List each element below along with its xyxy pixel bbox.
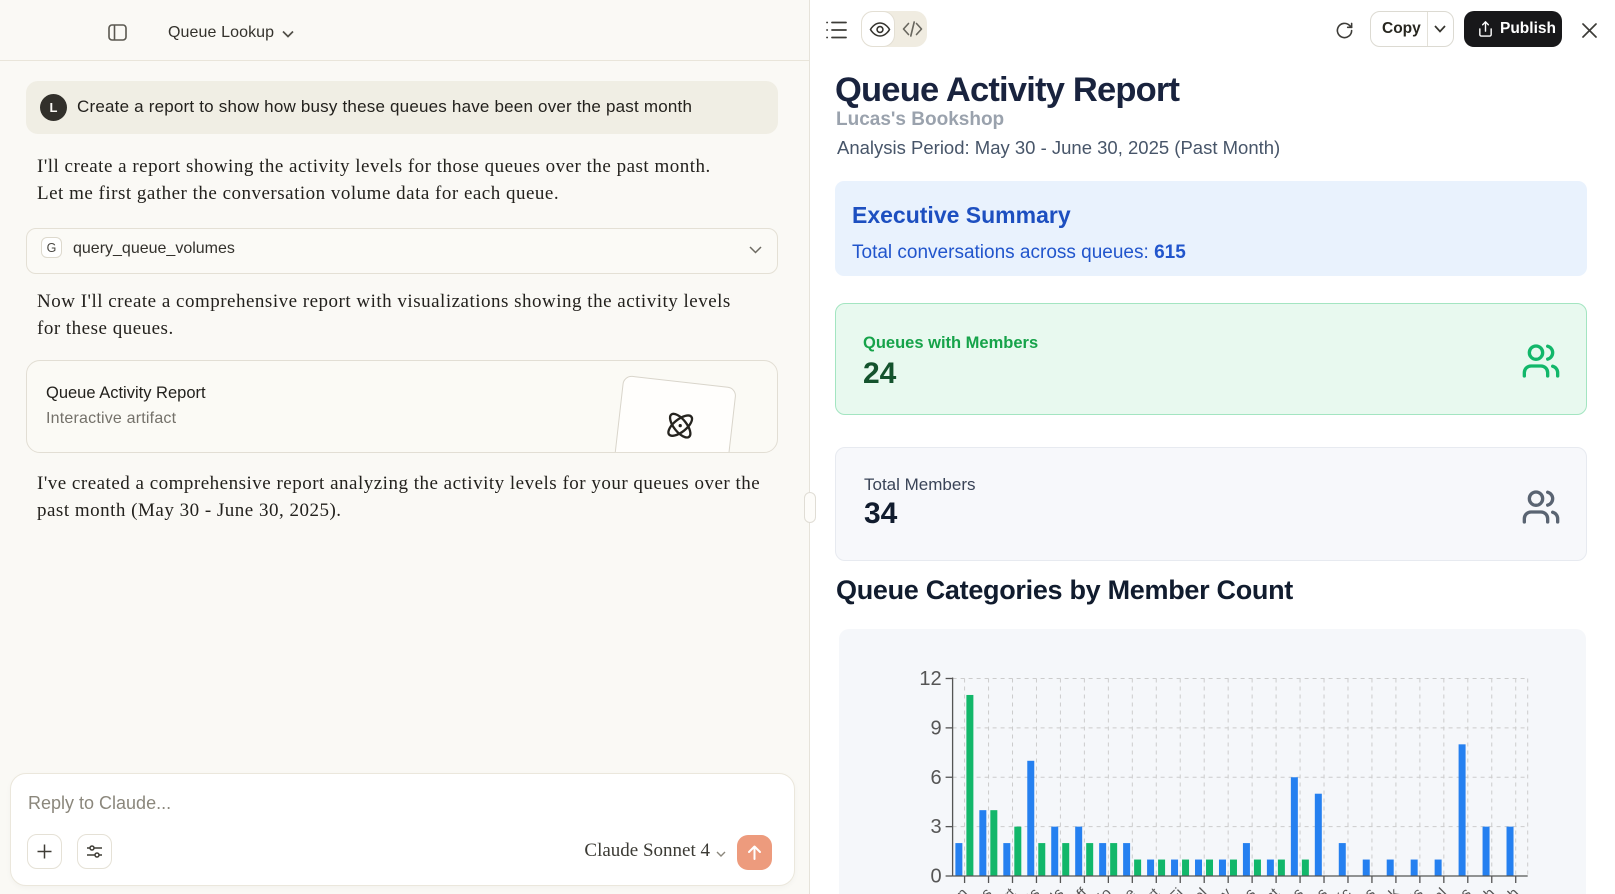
svg-text:SciFi: SciFi [1151,885,1187,894]
svg-text:Rare: Rare [1104,885,1139,894]
svg-text:Kids: Kids [1035,885,1068,894]
svg-text:Art: Art [1138,884,1164,894]
svg-text:Staff: Staff [1058,884,1092,894]
svg-text:6: 6 [930,767,941,789]
svg-text:12: 12 [919,668,941,690]
svg-text:3: 3 [930,816,941,838]
svg-text:0: 0 [930,866,941,888]
svg-text:Tech: Tech [1464,885,1498,894]
svg-text:Hist: Hist [1253,884,1284,894]
svg-text:9: 9 [930,717,941,739]
